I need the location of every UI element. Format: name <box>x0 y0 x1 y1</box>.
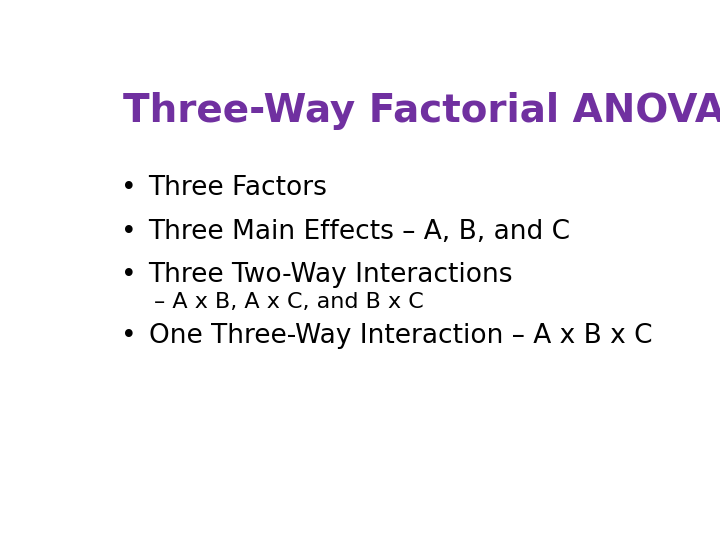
Text: Three-Way Factorial ANOVA: Three-Way Factorial ANOVA <box>124 92 720 130</box>
Text: •: • <box>121 262 136 288</box>
Text: Three Two-Way Interactions: Three Two-Way Interactions <box>148 262 513 288</box>
Text: – A x B, A x C, and B x C: – A x B, A x C, and B x C <box>154 292 424 312</box>
Text: Three Factors: Three Factors <box>148 175 328 201</box>
Text: Three Main Effects – A, B, and C: Three Main Effects – A, B, and C <box>148 219 570 245</box>
Text: One Three-Way Interaction – A x B x C: One Three-Way Interaction – A x B x C <box>148 322 652 349</box>
Text: •: • <box>121 322 136 349</box>
Text: •: • <box>121 175 136 201</box>
Text: •: • <box>121 219 136 245</box>
